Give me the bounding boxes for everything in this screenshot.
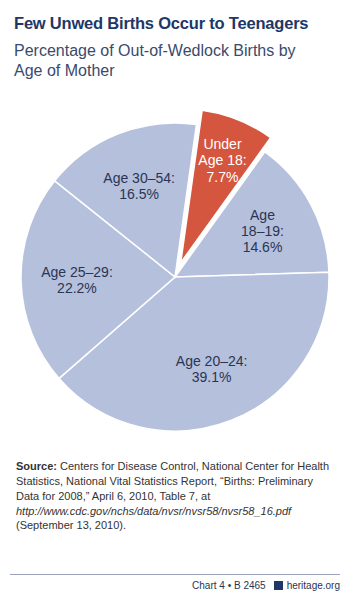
svg-text:Age18–19:14.6%: Age18–19:14.6% [241,207,284,255]
html-text:(September 13, 2010).: (September 13, 2010). [16,519,127,532]
svg-text:Age 25–29:22.2%: Age 25–29:22.2% [41,264,113,296]
svg-text:Age 20–24:39.1%: Age 20–24:39.1% [176,353,248,385]
html-text:Chart 4 • B 2465: Chart 4 • B 2465 [192,580,266,591]
html-text:heritage.org: heritage.org [286,580,340,591]
html-text:Percentage of Out-of-Wedlock B: Percentage of Out-of-Wedlock Births by A… [14,42,296,79]
html-text:Source: Centers for Disease Co: Source: Centers for Disease Control, Nat… [16,460,329,502]
html-text:Few Unwed Births Occur to Teen: Few Unwed Births Occur to Teenagers [14,14,309,32]
svg-text:UnderAge 18:7.7%: UnderAge 18:7.7% [198,136,246,184]
svg-text:Age 30–54:16.5%: Age 30–54:16.5% [103,170,175,202]
html-text:http://www.cdc.gov/nchs/data/n: http://www.cdc.gov/nchs/data/nvsr/nvsr58… [16,504,292,517]
